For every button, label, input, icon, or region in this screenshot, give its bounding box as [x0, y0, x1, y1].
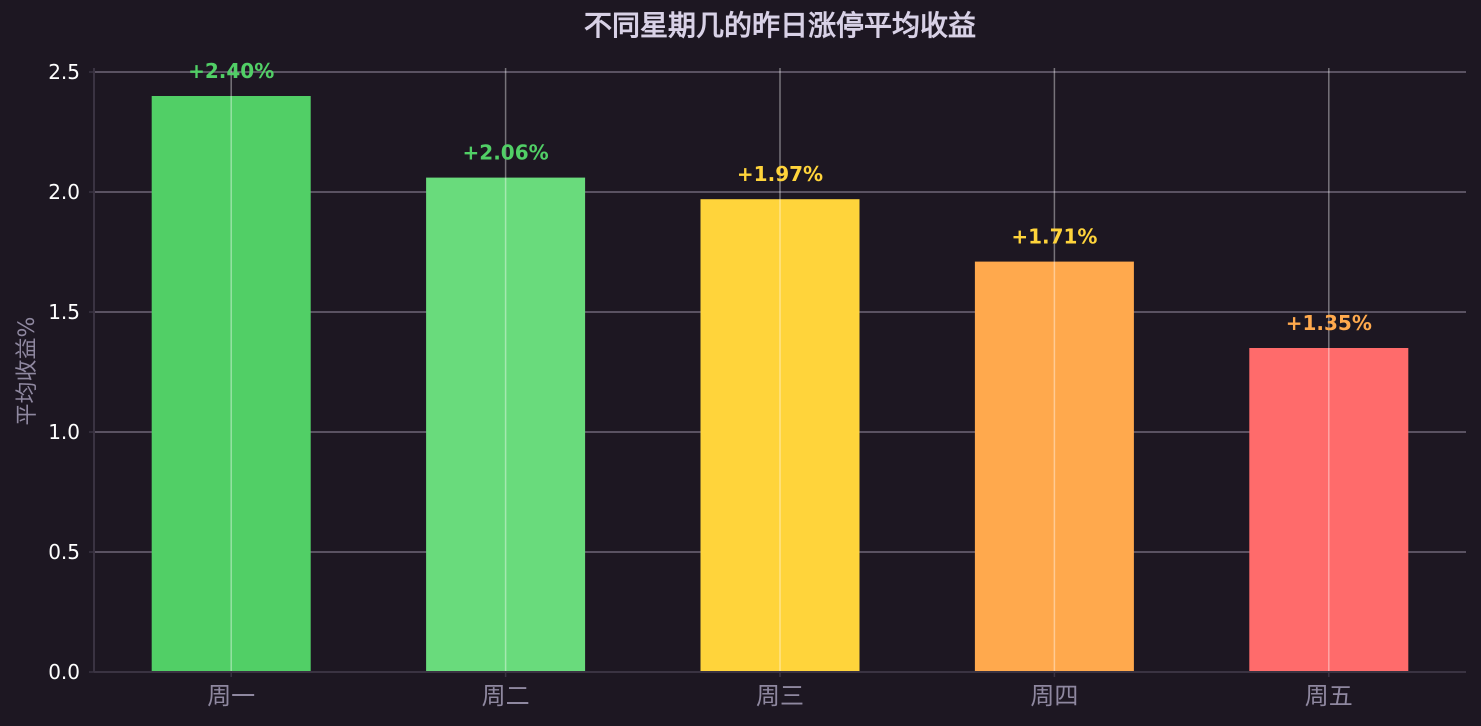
y-tick-label: 1.5 — [48, 300, 80, 324]
bar-5 — [1249, 348, 1409, 672]
y-axis-label: 平均收益% — [15, 317, 40, 426]
data-label: +1.97% — [737, 162, 823, 186]
x-tick-label: 周五 — [1305, 682, 1353, 710]
data-label: +2.40% — [188, 59, 274, 83]
x-tick-label: 周二 — [482, 682, 530, 710]
y-tick-label: 1.0 — [48, 420, 80, 444]
y-tick-label: 0.5 — [48, 540, 80, 564]
bars-group — [151, 96, 1409, 672]
data-label: +1.71% — [1011, 225, 1097, 249]
data-label: +2.06% — [463, 141, 549, 165]
bar-1 — [151, 96, 311, 672]
y-tick-label: 2.0 — [48, 180, 80, 204]
x-tick-label: 周四 — [1030, 682, 1078, 710]
bar-4 — [974, 261, 1134, 672]
y-tick-label: 0.0 — [48, 660, 80, 684]
chart-title: 不同星期几的昨日涨停平均收益 — [584, 9, 976, 42]
data-label: +1.35% — [1286, 311, 1372, 335]
x-tick-label: 周一 — [207, 682, 255, 710]
bar-2 — [426, 177, 586, 672]
value-labels: +2.40% +2.06% +1.97% +1.71% +1.35% — [188, 59, 1372, 335]
x-tick-label: 周三 — [756, 682, 804, 710]
axes — [89, 68, 1466, 677]
vertical-gridlines — [230, 68, 1330, 672]
y-tick-label: 2.5 — [48, 60, 80, 84]
x-tick-labels: 周一 周二 周三 周四 周五 — [207, 682, 1353, 710]
y-tick-labels: 0.0 0.5 1.0 1.5 2.0 2.5 — [48, 60, 80, 684]
bar-3 — [700, 199, 860, 672]
